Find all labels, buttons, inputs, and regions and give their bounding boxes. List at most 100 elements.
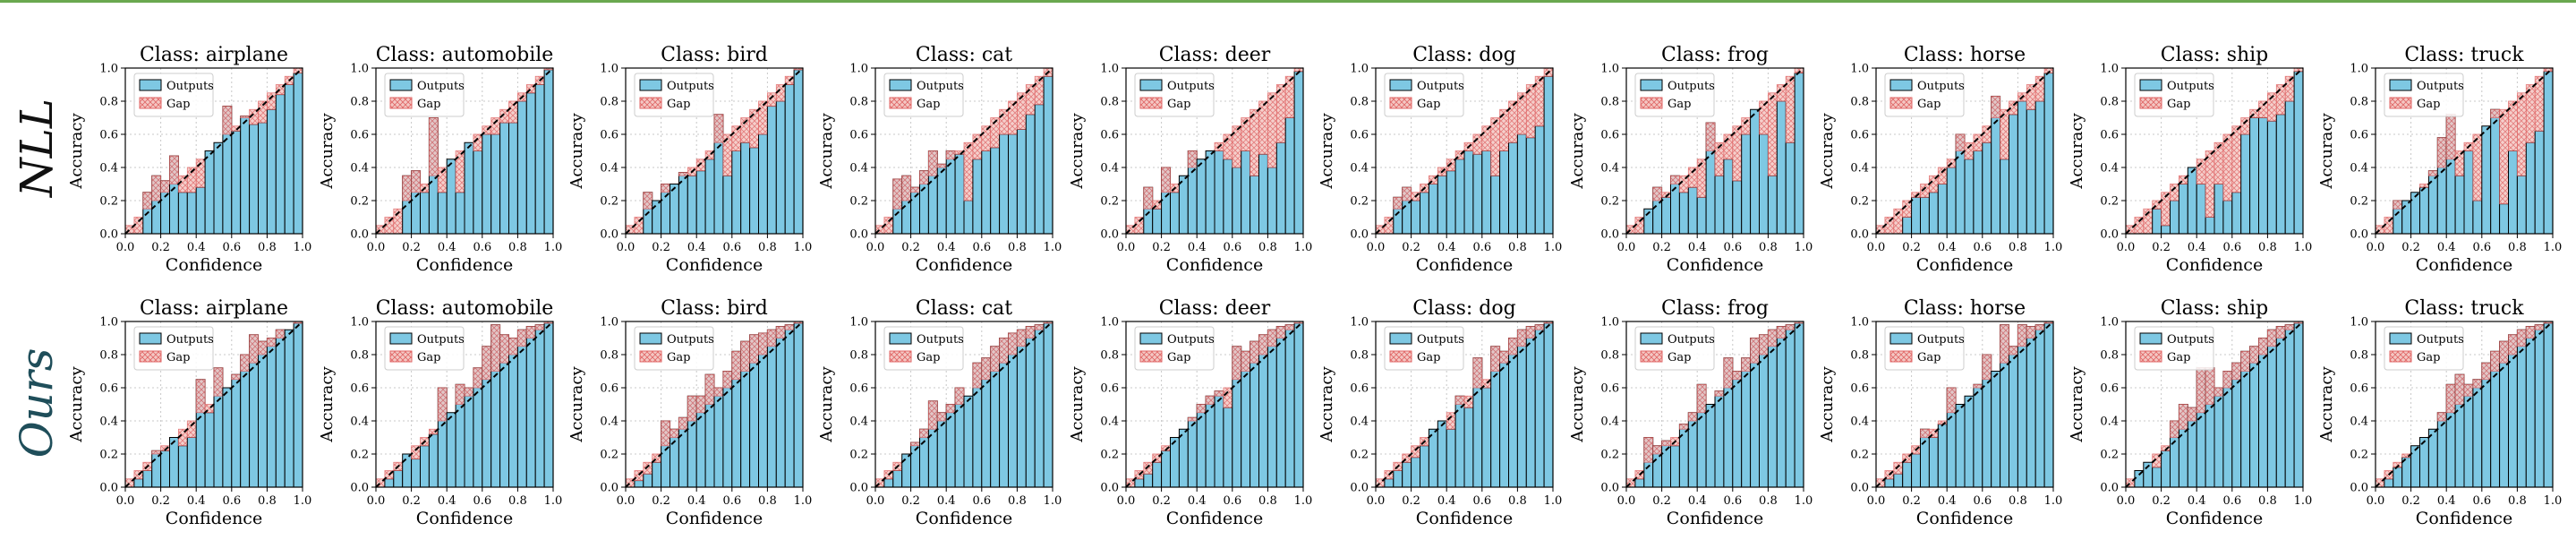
legend-swatch-gap [2139, 350, 2162, 363]
gap-bar [160, 180, 170, 193]
output-bar [652, 200, 662, 235]
y-tick-label: 0.4 [600, 162, 618, 176]
output-bar [1034, 324, 1045, 488]
gap-bar [1284, 324, 1295, 330]
x-tick-label: 0.8 [758, 494, 777, 508]
y-tick-label: 0.6 [600, 129, 618, 142]
legend-swatch-gap [1389, 97, 1412, 109]
legend-label-outputs: Outputs [2417, 333, 2464, 347]
output-bar [643, 473, 653, 488]
x-tick-label: 0.0 [1367, 241, 1386, 254]
gap-bar [499, 334, 509, 364]
gap-bar [490, 324, 501, 372]
output-bar [1661, 196, 1671, 235]
gap-bar [2222, 371, 2233, 389]
gap-bar [722, 371, 733, 389]
output-bar [525, 92, 536, 235]
output-bar [1516, 133, 1527, 235]
gap-bar [464, 387, 474, 397]
legend-swatch-outputs [1889, 332, 1913, 345]
gap-bar [2436, 412, 2447, 422]
y-tick-label: 0.8 [1850, 349, 1869, 363]
gap-bar [2026, 326, 2036, 338]
output-bar [2152, 467, 2162, 488]
gap-bar [936, 163, 947, 168]
output-bar [402, 453, 413, 488]
output-bar [2410, 445, 2421, 488]
gap-bar [1679, 424, 1689, 430]
x-tick-label: 0.4 [438, 494, 456, 508]
gap-bar [482, 346, 492, 381]
gap-bar [945, 150, 956, 160]
gap-bar [455, 383, 465, 405]
y-tick-label: 0.0 [1350, 482, 1369, 495]
gap-bar [177, 175, 188, 193]
gap-bar [731, 350, 742, 381]
y-tick-label: 0.2 [849, 195, 868, 209]
gap-bar [2213, 141, 2224, 184]
gap-bar [784, 324, 795, 330]
x-tick-label: 0.4 [2437, 241, 2456, 254]
y-axis-label: Accuracy [1318, 113, 1336, 190]
x-tick-label: 0.0 [1367, 494, 1386, 508]
legend-swatch-outputs [139, 79, 162, 91]
y-tick-label: 0.0 [1350, 228, 1369, 242]
gap-bar [266, 92, 277, 110]
gap-bar [213, 367, 224, 397]
gap-bar [1732, 371, 1743, 381]
output-bar [231, 130, 242, 235]
x-tick-label: 0.4 [1688, 241, 1707, 254]
x-tick-label: 1.0 [2294, 494, 2313, 508]
output-bar [963, 395, 974, 488]
output-bar [1670, 175, 1680, 235]
output-bar [428, 433, 439, 488]
plot-frame [2125, 321, 2304, 488]
x-tick-label: 0.8 [508, 241, 527, 254]
output-bar [1714, 175, 1725, 235]
legend-swatch-outputs [2139, 332, 2162, 345]
x-tick-label: 0.2 [2152, 241, 2171, 254]
plot-frame [1125, 321, 1304, 488]
gap-bar [678, 416, 688, 430]
legend-label-gap: Gap [1917, 98, 1941, 111]
gap-bar [1454, 395, 1465, 405]
output-bar [1437, 420, 1447, 488]
output-bar [1025, 326, 1036, 488]
y-tick-label: 1.0 [849, 63, 868, 76]
diagonal-line [1625, 321, 1804, 488]
x-tick-label: 0.8 [2258, 241, 2277, 254]
y-axis-label: Accuracy [1568, 113, 1587, 190]
y-axis-label: Accuracy [567, 366, 586, 443]
output-bar [204, 412, 215, 488]
x-tick-label: 0.4 [687, 494, 706, 508]
y-axis-label: Accuracy [817, 366, 836, 443]
x-tick-label: 0.8 [2258, 494, 2277, 508]
y-axis-label: Accuracy [1818, 113, 1837, 190]
x-tick-label: 0.8 [758, 241, 777, 254]
output-bar [543, 69, 554, 235]
x-tick-label: 0.6 [972, 241, 991, 254]
subplot-title: Class: cat [916, 44, 1012, 66]
legend-label-outputs: Outputs [1668, 333, 1715, 347]
gap-bar [999, 108, 1009, 135]
legend-label-gap: Gap [917, 98, 940, 111]
gap-bar [2034, 324, 2045, 330]
y-tick-label: 0.2 [350, 449, 369, 462]
y-axis-label: Accuracy [1068, 366, 1087, 443]
output-bar [687, 175, 697, 235]
y-axis-label: Accuracy [2317, 366, 2336, 443]
gap-bar [1472, 357, 1483, 389]
x-tick-label: 0.8 [258, 241, 277, 254]
output-bar [722, 175, 733, 235]
gap-bar [2017, 324, 2027, 347]
y-tick-label: 0.2 [2350, 449, 2368, 462]
x-tick-label: 0.8 [1508, 494, 1527, 508]
output-bar [758, 133, 768, 235]
x-tick-label: 1.0 [2044, 241, 2063, 254]
x-tick-label: 0.8 [1759, 494, 1778, 508]
gap-bar [1652, 186, 1662, 201]
gap-bar [1214, 390, 1224, 397]
output-bar [731, 150, 742, 235]
legend-swatch-outputs [889, 332, 912, 345]
output-bar [1223, 159, 1233, 235]
